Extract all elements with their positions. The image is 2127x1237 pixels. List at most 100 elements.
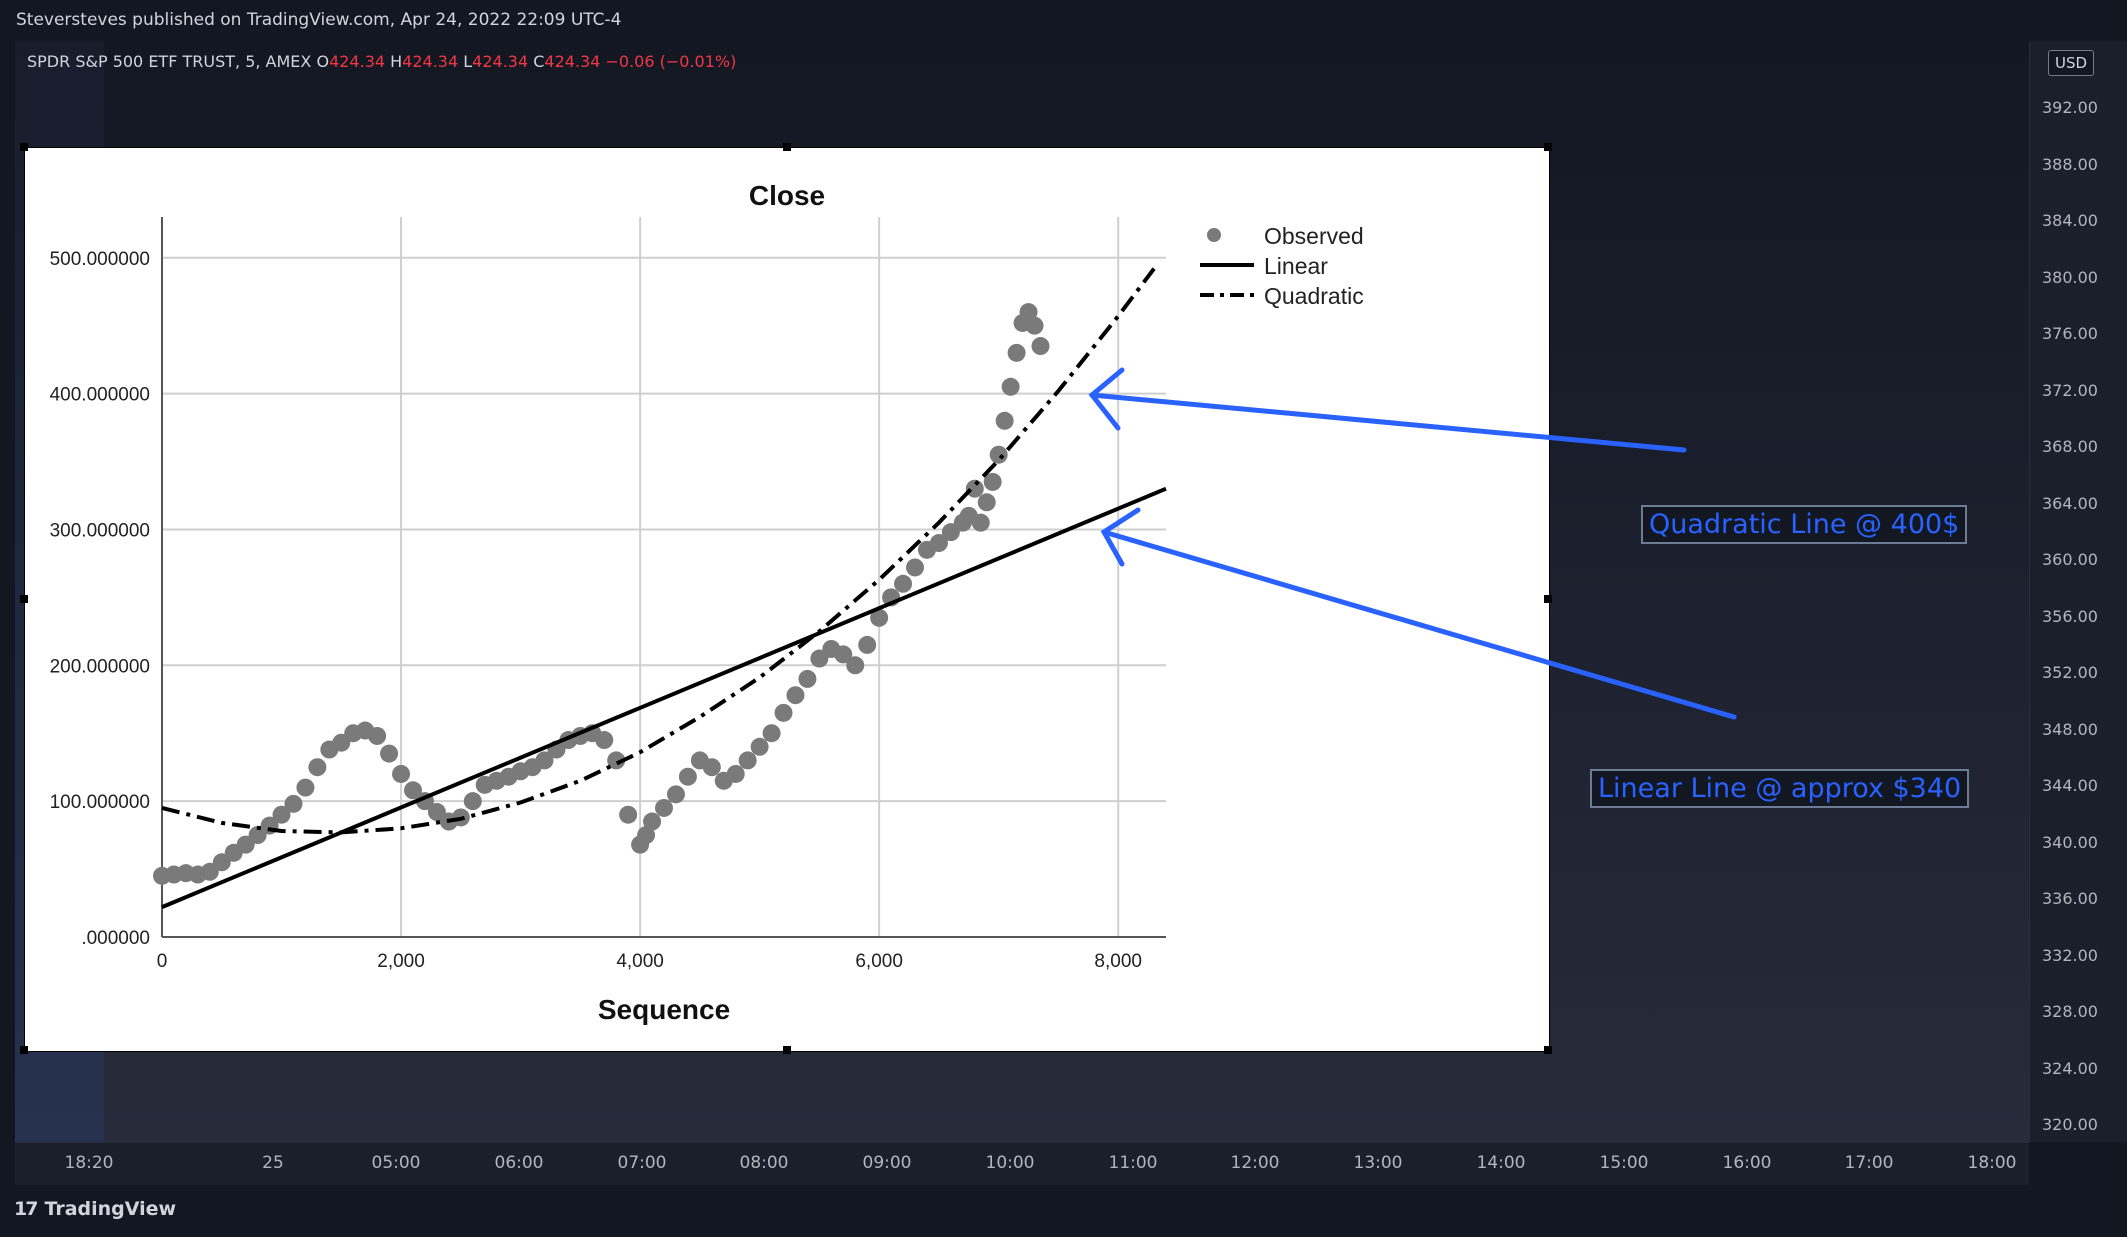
time-tick-label: 14:00 [1476, 1153, 1526, 1173]
observed-point [983, 472, 1002, 491]
time-tick-label: 17:00 [1844, 1153, 1894, 1173]
observed-point [786, 686, 805, 705]
observed-point [296, 778, 315, 797]
observed-point [1001, 377, 1020, 396]
time-tick-label: 15:00 [1599, 1153, 1649, 1173]
high-value: 424.34 [402, 52, 459, 71]
legend-entry-label: Linear [1264, 253, 1328, 279]
arrow-quadratic [1088, 367, 1687, 453]
annotation-quadratic[interactable]: Quadratic Line @ 400$ [1641, 505, 1968, 544]
time-tick-label: 25 [262, 1153, 284, 1173]
time-tick-label: 13:00 [1353, 1153, 1403, 1173]
y-tick-label: 300.000000 [50, 520, 150, 541]
observed-point [392, 764, 411, 783]
close-scatter-chart: Close Sequence .000000 100.000000 200.0000… [50, 180, 1364, 1025]
time-tick-label: 09:00 [862, 1153, 912, 1173]
publisher-line: Steversteves published on TradingView.co… [16, 10, 622, 30]
legend-entry-label: Observed [1264, 223, 1364, 249]
observed-point [906, 558, 924, 577]
time-tick-label: 11:00 [1108, 1153, 1158, 1173]
price-tick-label: 352.00 [2042, 663, 2098, 682]
observed-point [971, 513, 990, 532]
tradingview-logo[interactable]: 17 TradingView [14, 1198, 176, 1224]
resize-handle-tl[interactable] [20, 143, 28, 151]
observed-point [738, 751, 757, 770]
x-axis-title: Sequence [598, 994, 730, 1025]
observed-point [929, 534, 948, 553]
x-tick-label: 2,000 [377, 951, 425, 972]
observed-point [1019, 303, 1038, 322]
legend-entry-label: Quadratic [1264, 283, 1364, 309]
symbol-name: SPDR S&P 500 ETF TRUST, 5, AMEX [27, 52, 312, 71]
low-value: 424.34 [472, 52, 529, 71]
time-tick-label: 18:00 [1967, 1153, 2017, 1173]
price-axis[interactable] [2029, 41, 2127, 1142]
observed-point [380, 744, 399, 763]
observed-point [1025, 316, 1044, 335]
resize-handle-ml[interactable] [20, 595, 28, 603]
observed-point [846, 656, 865, 675]
time-tick-label: 10:00 [985, 1153, 1035, 1173]
chart-title: Close [749, 180, 825, 211]
price-tick-label: 392.00 [2042, 98, 2098, 117]
observed-point [858, 635, 877, 654]
resize-handle-bl[interactable] [20, 1046, 28, 1054]
observed-point [595, 731, 614, 750]
observed-point [774, 703, 793, 722]
observed-point [702, 758, 721, 777]
observed-point [535, 751, 554, 770]
x-tick-label: 8,000 [1094, 951, 1142, 972]
observed-point [750, 737, 769, 756]
price-tick-label: 388.00 [2042, 154, 2098, 174]
fit-lines [161, 267, 1167, 909]
observed-point [308, 758, 327, 777]
resize-handle-tr[interactable] [1544, 143, 1552, 151]
time-tick-label: 18:20 [64, 1153, 114, 1173]
resize-handle-bm[interactable] [783, 1046, 791, 1054]
price-tick-label: 360.00 [2042, 550, 2098, 569]
observed-point [798, 669, 817, 688]
legend-observed-marker [1207, 228, 1221, 242]
price-tick-label: 372.00 [2042, 380, 2098, 400]
observed-point [977, 493, 996, 512]
x-tick-label: 6,000 [855, 951, 903, 972]
resize-handle-tm[interactable] [783, 143, 791, 151]
observed-point [619, 805, 638, 824]
price-tick-label: 368.00 [2042, 437, 2098, 456]
observed-point [655, 798, 673, 817]
observed-point [965, 479, 984, 498]
price-tick-label: 348.00 [2042, 719, 2098, 739]
price-tick-label: 344.00 [2042, 776, 2098, 795]
price-tick-label: 364.00 [2042, 493, 2098, 513]
resize-handle-br[interactable] [1544, 1046, 1552, 1054]
time-axis[interactable] [15, 1142, 2029, 1185]
quadratic-fit-line [161, 267, 1156, 835]
observed-point [637, 826, 656, 845]
time-tick-label: 07:00 [617, 1153, 667, 1173]
price-tick-label: 380.00 [2042, 267, 2098, 287]
pasted-chart-image[interactable] [20, 143, 1552, 1054]
observed-point [762, 724, 781, 743]
observed-point [1031, 337, 1050, 356]
annotation-linear[interactable]: Linear Line @ approx $340 [1590, 769, 1970, 808]
tradingview-logo-icon: 17 [14, 1198, 38, 1220]
observed-point [1007, 343, 1026, 362]
close-label: C [533, 52, 545, 71]
time-tick-label: 05:00 [371, 1153, 421, 1173]
price-tick-label: 384.00 [2042, 211, 2098, 230]
low-label: L [463, 52, 473, 71]
time-tick-label: 16:00 [1722, 1153, 1772, 1173]
price-tick-label: 376.00 [2042, 324, 2098, 343]
currency-badge[interactable]: USD [2048, 50, 2094, 76]
open-value: 424.34 [329, 52, 386, 71]
tradingview-logo-text: TradingView [44, 1198, 177, 1220]
price-tick-label: 320.00 [2042, 1115, 2098, 1134]
resize-handle-mr[interactable] [1544, 595, 1552, 603]
observed-point [666, 785, 685, 804]
y-tick-label: 200.000000 [50, 656, 150, 677]
observed-point [834, 645, 853, 664]
price-tick-label: 328.00 [2042, 1002, 2098, 1021]
observed-point [870, 608, 889, 627]
observed-point [463, 792, 482, 811]
